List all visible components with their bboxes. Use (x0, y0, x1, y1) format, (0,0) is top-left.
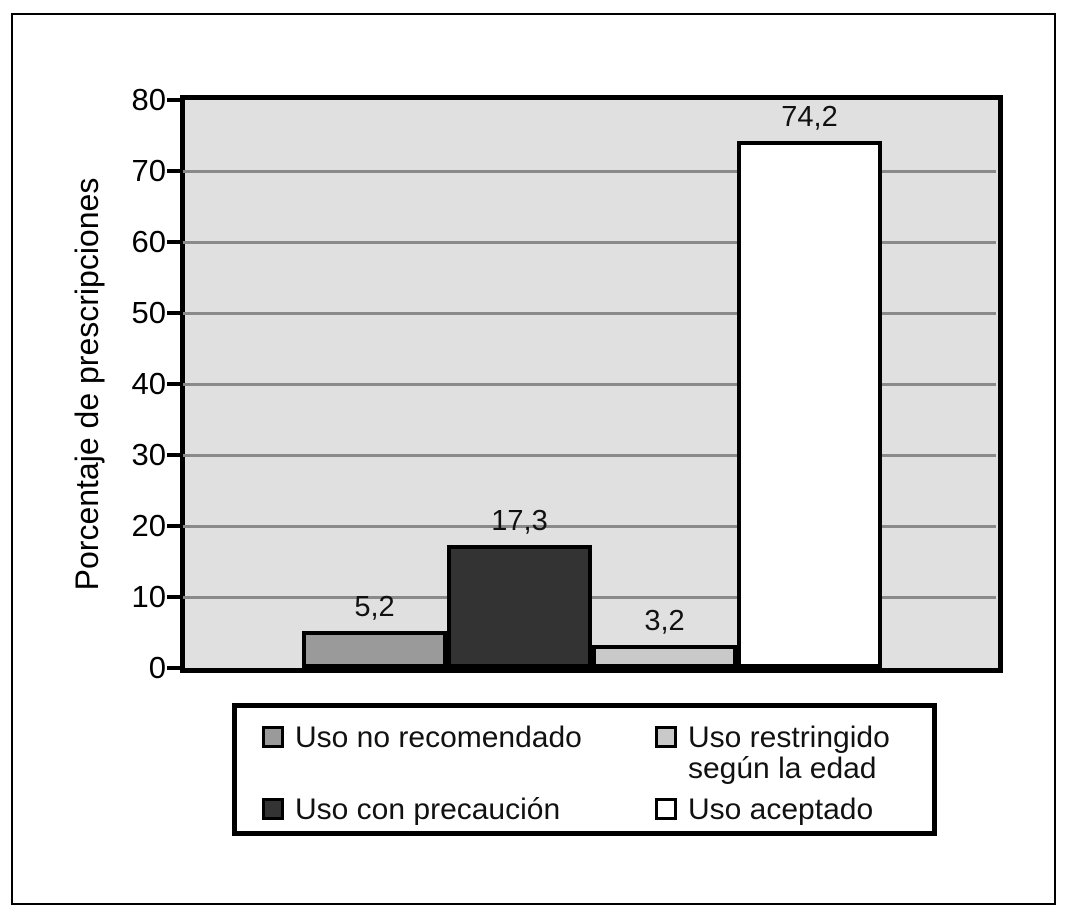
y-tick-label-10: 10 (131, 579, 166, 614)
legend-label-line: Uso aceptado (688, 793, 874, 826)
bar-uso-restringido-segun-la-edad (592, 645, 737, 668)
y-tick-10 (167, 595, 182, 599)
gridline-70 (183, 169, 996, 173)
y-tick-label-30: 30 (131, 437, 166, 472)
y-tick-0 (167, 666, 182, 670)
y-tick-30 (167, 453, 182, 457)
legend-label-line: Uso con precaución (295, 793, 561, 826)
legend-label-line: Uso no recomendado (295, 721, 582, 754)
y-tick-60 (167, 240, 182, 244)
legend-label-uso-restringido-segun-la-edad: Uso restringido según la edad (688, 722, 890, 784)
legend: Uso no recomendado Uso restringido según l… (232, 703, 937, 836)
y-tick-70 (167, 169, 182, 173)
legend-item-uso-restringido-segun-la-edad: Uso restringido según la edad (655, 722, 890, 784)
gridline-50 (183, 311, 996, 315)
legend-swatch-uso-con-precaucion (262, 798, 284, 820)
bar-uso-no-recomendado (302, 631, 447, 668)
legend-item-uso-no-recomendado: Uso no recomendado (262, 722, 582, 753)
figure-frame (11, 13, 1056, 905)
legend-label-line: según la edad (688, 752, 877, 785)
legend-label-uso-no-recomendado: Uso no recomendado (295, 722, 582, 753)
legend-label-line: Uso restringido (688, 721, 890, 754)
legend-swatch-uso-restringido-segun-la-edad (655, 726, 677, 748)
bar-uso-aceptado (737, 141, 882, 668)
y-axis-title: Porcentaje de prescripciones (69, 177, 105, 591)
gridline-30 (183, 453, 996, 457)
legend-label-uso-aceptado: Uso aceptado (688, 794, 873, 825)
bar-value-label-uso-con-precaucion: 17,3 (491, 505, 548, 537)
bar-value-label-uso-restringido-segun-la-edad: 3,2 (644, 605, 685, 637)
y-tick-50 (167, 311, 182, 315)
gridline-40 (183, 382, 996, 386)
legend-swatch-uso-aceptado (655, 798, 677, 820)
bar-value-label-uso-no-recomendado: 5,2 (354, 591, 395, 623)
y-tick-label-70: 70 (131, 153, 166, 188)
bar-value-label-uso-aceptado: 74,2 (781, 101, 838, 133)
legend-label-uso-con-precaucion: Uso con precaución (295, 794, 560, 825)
y-tick-label-0: 0 (148, 650, 166, 685)
y-tick-label-40: 40 (131, 366, 166, 401)
y-tick-20 (167, 524, 182, 528)
y-tick-40 (167, 382, 182, 386)
legend-item-uso-con-precaucion: Uso con precaución (262, 794, 560, 825)
bar-uso-con-precaucion (447, 545, 592, 668)
y-tick-80 (167, 98, 182, 102)
y-tick-label-20: 20 (131, 508, 166, 543)
legend-item-uso-aceptado: Uso aceptado (655, 794, 873, 825)
y-tick-label-50: 50 (131, 295, 166, 330)
y-tick-label-80: 80 (131, 82, 166, 117)
gridline-20 (183, 524, 996, 528)
y-tick-label-60: 60 (131, 224, 166, 259)
legend-swatch-uso-no-recomendado (262, 726, 284, 748)
gridline-60 (183, 240, 996, 244)
